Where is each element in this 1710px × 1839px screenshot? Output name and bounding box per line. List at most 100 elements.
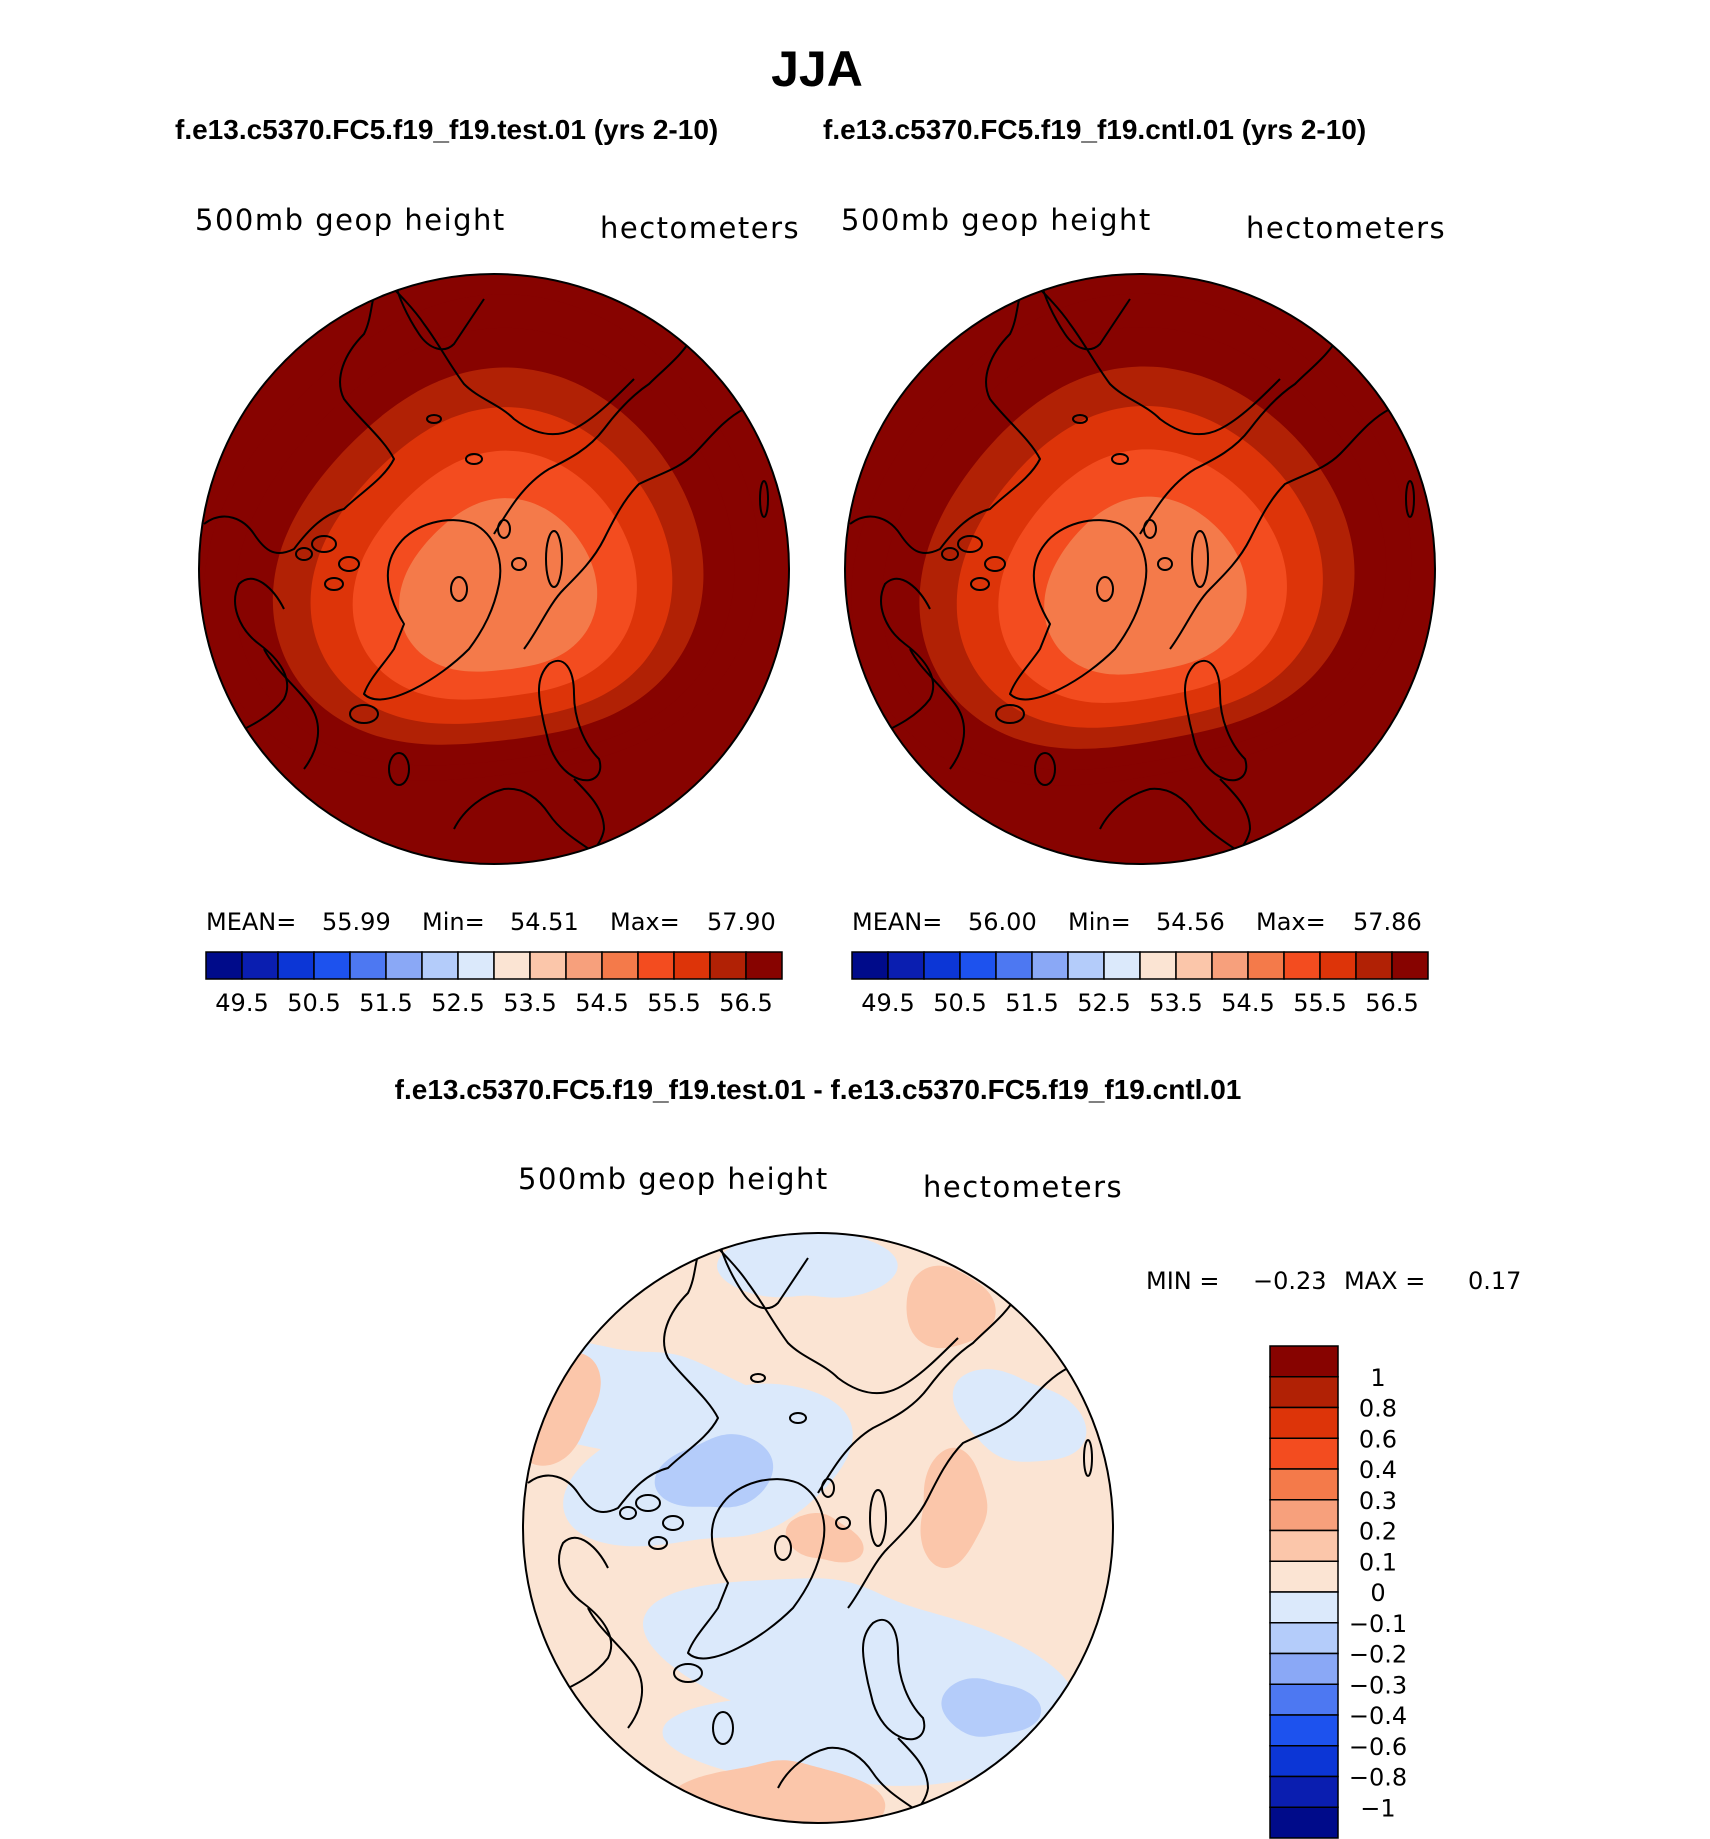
panel-test-colorbar-swatch [745, 951, 783, 980]
panel-test-island-franz-josef [511, 557, 527, 571]
panel-cntl-coast-greenland [1009, 519, 1148, 701]
panel-cntl-coast-hudson [869, 577, 935, 740]
panel-test-colorbar-tick-label: 56.5 [719, 989, 772, 1017]
panel-test-colorbar-swatch [565, 951, 603, 980]
panel-diff-coast-alaska [717, 1237, 809, 1310]
panel-diff-warm-band-europe [662, 1689, 1022, 1786]
panel-test-colorbar-tick-label: 49.5 [215, 989, 268, 1017]
panel-cntl-coast-siberia [1029, 278, 1281, 436]
panel-cntl-island-novaya-zemlya [1191, 530, 1209, 588]
panel-diff-colorbar-tick-label: 0.8 [1359, 1395, 1397, 1423]
panel-diff-max-label: MAX = [1344, 1267, 1425, 1295]
panel-cntl-colorbar-swatch [851, 951, 889, 980]
panel-cntl-colorbar-tick-label: 49.5 [861, 989, 914, 1017]
panel-diff-colorbar-tick-label: −1 [1360, 1794, 1395, 1822]
panel-test-island-canadian-arctic-1 [311, 535, 337, 553]
panel-test-island-svalbard [450, 576, 468, 602]
panel-cntl-island-canadian-arctic-1 [957, 535, 983, 553]
panel-cntl-variable: 500mb geop height [841, 203, 1152, 237]
panel-cntl-stats: MEAN= 56.00 Min= 54.56 Max= 57.86 [852, 908, 1422, 936]
panel-diff-coast-labrador [587, 1607, 644, 1729]
panel-test-coast-labrador [263, 648, 320, 770]
panel-diff-island-wrangel [750, 1373, 766, 1383]
panel-test-max-label: Max= [610, 908, 680, 936]
panel-test-min-value: 54.51 [510, 908, 579, 936]
panel-test-units: hectometers [600, 211, 800, 245]
panel-cntl-coast-scandinavia [1184, 659, 1248, 782]
panel-test-island-severnaya-zemlya [497, 519, 511, 539]
panel-cntl-colorbar-swatch [1283, 951, 1321, 980]
panel-cntl-coast-north-america [849, 274, 1041, 554]
panel-diff-colorbar-tick-label: −0.6 [1349, 1733, 1407, 1761]
panel-diff-coast-kamchatka [1070, 1277, 1099, 1379]
panel-diff-min-value: −0.23 [1253, 1267, 1327, 1295]
panel-diff-colorbar-tick-label: 0.3 [1359, 1487, 1397, 1515]
panel-cntl-colorbar-swatch [995, 951, 1033, 980]
panel-test-coast-kamchatka [746, 318, 775, 420]
panel-test-colorbar-swatch [529, 951, 567, 980]
panel-cntl-island-new-siberian [1111, 453, 1129, 465]
panel-test-colorbar-swatch [709, 951, 747, 980]
panel-test-colorbar-tick-label: 52.5 [431, 989, 484, 1017]
panel-cntl-island-british-isles [1034, 752, 1056, 786]
panel-test-stats: MEAN= 55.99 Min= 54.51 Max= 57.90 [206, 908, 776, 936]
panel-test-colorbar-tick-label: 54.5 [575, 989, 628, 1017]
panel-cntl-colorbar-swatch [1139, 951, 1177, 980]
panel-diff-island-canadian-arctic-1 [635, 1494, 661, 1512]
panel-diff-colorbar-tick-label: −0.3 [1349, 1671, 1407, 1699]
panel-cntl-colorbar-tick-label: 54.5 [1221, 989, 1274, 1017]
panel-diff-colorbar-swatch [1269, 1652, 1339, 1685]
panel-cntl-colorbar-tick-label: 53.5 [1149, 989, 1202, 1017]
panel-diff-island-british-isles [712, 1711, 734, 1745]
panel-diff-map-border [522, 1232, 1114, 1824]
panel-diff-min-label: MIN = [1146, 1267, 1219, 1295]
panel-diff-coast-north-america [527, 1233, 719, 1513]
panel-test-island-iceland [349, 704, 379, 724]
panel-test-variable: 500mb geop height [195, 203, 506, 237]
panel-test-colorbar-tick-label: 55.5 [647, 989, 700, 1017]
panel-cntl-coast-taymyr [1139, 333, 1341, 535]
panel-diff-colorbar-swatch [1269, 1406, 1339, 1439]
panel-diff-positive-core-canada [654, 1434, 774, 1508]
panel-test-island-novaya-zemlya [545, 530, 563, 588]
panel-test-map [198, 273, 790, 865]
panel-test: 500mb geop height hectometers MEAN= 55.9… [195, 203, 800, 1017]
panel-diff-coast-siberia [707, 1237, 959, 1395]
panel-cntl-island-severnaya-zemlya [1143, 519, 1157, 539]
panel-test-colorbar-swatch [457, 951, 495, 980]
panel-test-colorbar-swatch [421, 951, 459, 980]
panel-test-coast-greenland [363, 519, 502, 701]
panel-diff-stats: MIN = −0.23 MAX = 0.17 [1146, 1267, 1521, 1295]
panel-cntl-min-label: Min= [1068, 908, 1131, 936]
panel-diff-island-severnaya-zemlya [821, 1478, 835, 1498]
panel-cntl-colorbar-tick-label: 50.5 [933, 989, 986, 1017]
panel-diff-warm-patch-pacific [952, 1369, 1087, 1462]
panel-diff-colorbar-tick-label: −0.2 [1349, 1641, 1407, 1669]
panel-diff-colorbar-swatch [1269, 1622, 1339, 1655]
panel-diff: 500mb geop height hectometers MIN = −0.2… [518, 1162, 1521, 1839]
panel-diff-colorbar-swatch [1269, 1376, 1339, 1409]
panel-diff-colorbar-tick-label: 0 [1370, 1579, 1385, 1607]
panel-diff-colorbar-tick-label: 0.2 [1359, 1518, 1397, 1546]
panel-diff-colorbar-swatch [1269, 1745, 1339, 1778]
panel-diff-colorbar-swatch [1269, 1468, 1339, 1501]
panel-diff-units: hectometers [923, 1170, 1123, 1204]
panel-diff-positive-core-atlantic [941, 1678, 1042, 1737]
panel-cntl-max-value: 57.86 [1353, 908, 1422, 936]
panel-diff-colorbar-tick-label: −0.4 [1349, 1702, 1407, 1730]
panel-diff-negative-core-pacific [920, 1447, 988, 1569]
panel-cntl-colorbar-swatch [1355, 951, 1393, 980]
panel-test-max-value: 57.90 [707, 908, 776, 936]
panel-test-island-british-isles [388, 752, 410, 786]
panel-test-coast-scandinavia [538, 659, 602, 782]
panel-diff-colorbar-swatch [1269, 1591, 1339, 1624]
panel-test-island-canadian-arctic-4 [295, 547, 313, 561]
panel-cntl-island-svalbard [1096, 576, 1114, 602]
panel-cntl-island-canadian-arctic-2 [984, 556, 1006, 572]
panel-cntl-coast-alaska [1039, 278, 1131, 351]
panel-cntl-map [844, 273, 1436, 865]
panel-cntl-colorbar-swatch [887, 951, 925, 980]
panel-diff-max-value: 0.17 [1468, 1267, 1521, 1295]
panel-test-colorbar-swatch [493, 951, 531, 980]
panel-cntl-coast-kamchatka [1392, 318, 1421, 420]
